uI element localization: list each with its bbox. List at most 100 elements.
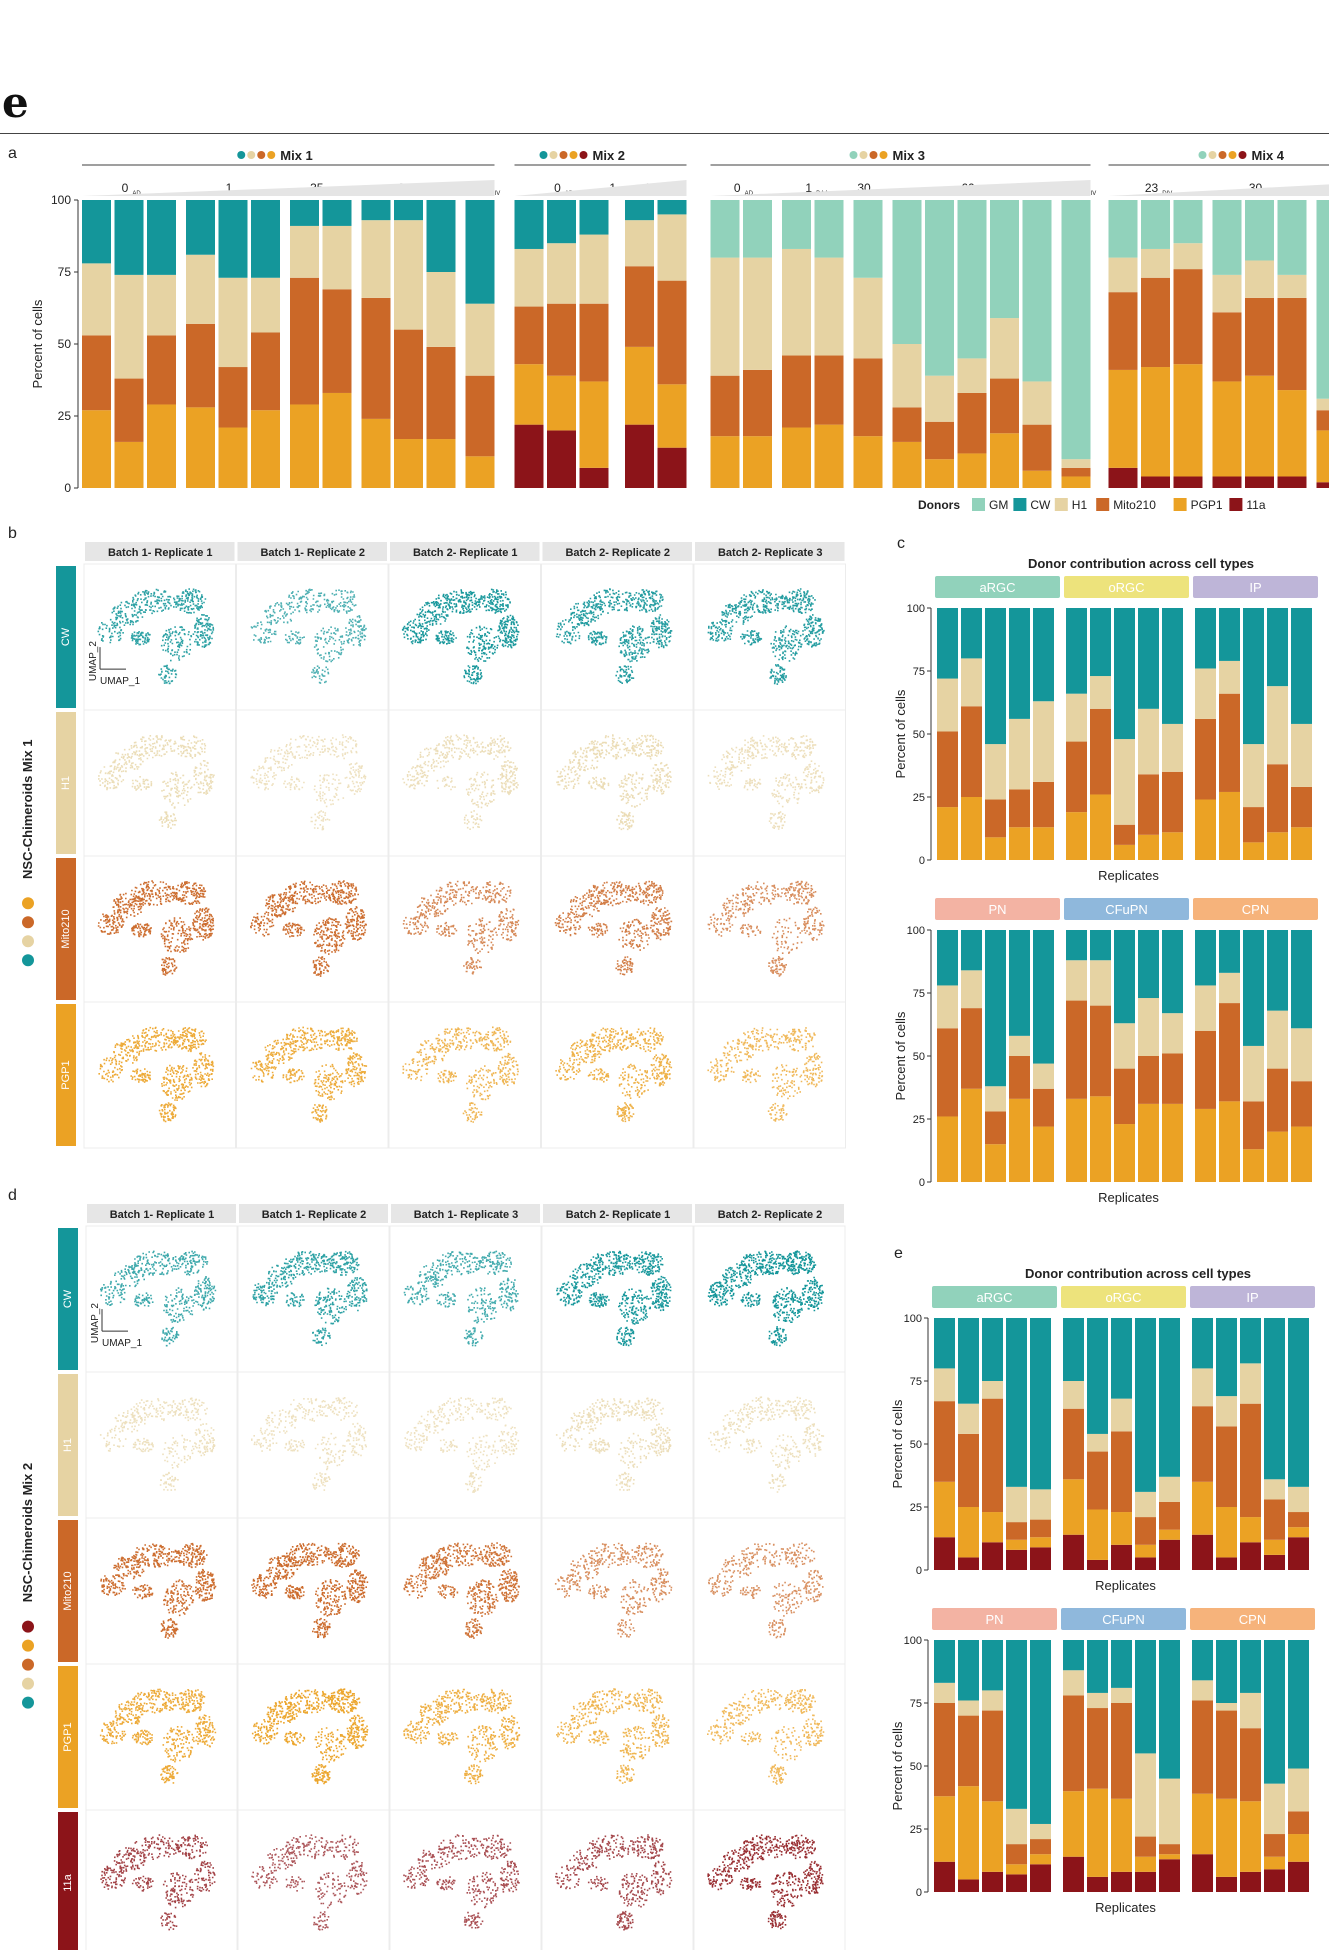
panel-c-facet-name: PN xyxy=(988,902,1006,917)
panel-a-bar-H1 xyxy=(1108,257,1138,293)
panel-e-bar-H1 xyxy=(1063,1381,1084,1409)
umap-umap_b-scatter xyxy=(402,1026,519,1123)
panel-a-bar-PGP1 xyxy=(579,381,609,468)
panel-e-bar-Mito210 xyxy=(958,1715,979,1787)
panel-c-bar-H1 xyxy=(1291,723,1312,787)
panel-e-bar-PGP1 xyxy=(1192,1793,1213,1855)
panel-e-bar-Mito210 xyxy=(1063,1695,1084,1792)
panel-a-bar-PGP1 xyxy=(892,441,922,488)
panel-a-bar-Mito210 xyxy=(1277,297,1307,391)
panel-a-bar-PGP1 xyxy=(218,427,248,488)
umap-umap_b-cell xyxy=(693,563,846,711)
panel-a-mix-dot-11a xyxy=(579,151,588,159)
panel-c-ytick-label: 50 xyxy=(913,729,925,741)
panel-a-bar-H1 xyxy=(290,225,319,278)
panel-c-bar-H1 xyxy=(1090,676,1111,709)
panel-c-bar-PGP1 xyxy=(1243,842,1264,860)
panel-a-mix-name: Mix 2 xyxy=(593,148,626,163)
umap-umap_d-cell xyxy=(541,1663,694,1811)
panel-e-ytick-label: 50 xyxy=(910,1439,922,1451)
panel-e-bar-CW xyxy=(958,1640,979,1701)
umap-umap_b-scatter xyxy=(555,588,673,684)
panel-c-bar-CW xyxy=(937,930,958,986)
panel-a-bar-H1 xyxy=(1245,260,1274,298)
umap-umap_d-cell xyxy=(693,1809,846,1950)
panel-e-bar-PGP1 xyxy=(1264,1539,1285,1555)
panel-e-bar-H1 xyxy=(1216,1703,1237,1711)
panel-c-bar-PGP1 xyxy=(1090,794,1111,860)
panel-a-mix-name: Mix 1 xyxy=(280,148,313,163)
panel-c-bar-CW xyxy=(1138,930,1159,999)
panel-c-label: c xyxy=(897,535,905,552)
panel-e-bar-CW xyxy=(934,1640,955,1683)
panel-e-bar-Mito210 xyxy=(1192,1700,1213,1794)
legend-swatch-GM xyxy=(972,498,985,511)
panel-c-bar-H1 xyxy=(1114,1023,1135,1069)
panel-e-bar-CW xyxy=(1264,1640,1285,1784)
panel-c-ytick-label: 75 xyxy=(913,988,925,1000)
umap-umap_b-col-header-bg xyxy=(237,542,387,561)
panel-e: e Donor contribution across cell types 0 25… xyxy=(890,1245,1315,1915)
panel-a-bar-GM xyxy=(1245,200,1274,261)
panel-c-bar-PGP1 xyxy=(1291,827,1312,860)
panel-c-bar-CW xyxy=(1243,930,1264,1046)
umap-umap_d-axis-y-label: UMAP_2 xyxy=(90,1303,101,1343)
panel-e-bar-CW xyxy=(934,1318,955,1369)
panel-e-bar-11a xyxy=(1288,1861,1309,1892)
panel-a-bar-H1 xyxy=(1173,243,1203,270)
panel-e-bar-Mito210 xyxy=(1159,1844,1180,1855)
panel-c-bar-Mito210 xyxy=(937,731,958,808)
panel-a-bar-PGP1 xyxy=(990,433,1019,488)
panel-c-bar-H1 xyxy=(1267,1010,1288,1069)
umap-umap_b-side-dot-Mito210 xyxy=(22,916,34,929)
panel-e-bar-PGP1 xyxy=(1006,1864,1027,1875)
panel-c-bar-Mito210 xyxy=(1162,771,1183,833)
panel-c-bar-H1 xyxy=(1195,668,1216,719)
umap-umap_b-col-header: Batch 1- Replicate 1 xyxy=(108,547,213,559)
umap-umap_b-cell xyxy=(388,563,541,711)
panel-e-bar-PGP1 xyxy=(1240,1517,1261,1543)
panel-a-bar-Mito210 xyxy=(579,303,609,382)
panel-a-bar-Mito210 xyxy=(1316,410,1329,431)
panel-e-bar-11a xyxy=(1087,1559,1108,1570)
panel-e-facet-strip xyxy=(1190,1286,1315,1308)
umap-umap_d-col-header: Batch 1- Replicate 3 xyxy=(414,1209,519,1221)
panel-e-bar-CW xyxy=(1087,1318,1108,1434)
umap-umap_d-row-strip-11a xyxy=(58,1812,78,1950)
umap-umap_d-scatter xyxy=(403,1250,519,1347)
panel-a-bar-Mito210 xyxy=(394,329,423,440)
umap-umap_d-scatter xyxy=(251,1834,368,1931)
panel-e-facet-strip xyxy=(1190,1608,1315,1630)
panel-e-ytick-label: 25 xyxy=(910,1824,922,1836)
panel-a-bar-PGP1 xyxy=(547,375,576,431)
panel-c-bar-Mito210 xyxy=(1267,764,1288,833)
panel-c-facet-strip xyxy=(1064,576,1189,598)
panel-a-bar-11a xyxy=(1316,482,1329,488)
panel-c-ytick-label: 25 xyxy=(913,1114,925,1126)
panel-c-bar-CW xyxy=(1219,930,1240,973)
panel-a-bar-Mito210 xyxy=(782,355,811,428)
legend-swatch-Mito210 xyxy=(1096,498,1110,511)
panel-c-bar-CW xyxy=(1090,930,1111,961)
panel-e-bar-H1 xyxy=(1159,1476,1180,1502)
umap-umap_d-col-header: Batch 2- Replicate 2 xyxy=(718,1209,823,1221)
panel-e-bar-PGP1 xyxy=(982,1801,1003,1872)
panel-c-bar-Mito210 xyxy=(1138,774,1159,835)
panel-a-bar-Mito210 xyxy=(657,280,687,385)
panel-a-bar-H1 xyxy=(322,225,352,290)
panel-a-bar-PGP1 xyxy=(426,439,456,488)
panel-c-bar-Mito210 xyxy=(1090,1005,1111,1097)
panel-c-bar-PGP1 xyxy=(985,1144,1006,1182)
panel-e-bar-PGP1 xyxy=(1087,1509,1108,1560)
panel-a-ytick-label: 25 xyxy=(58,409,72,423)
panel-c-bar-H1 xyxy=(985,744,1006,800)
umap-umap_b-scatter xyxy=(402,880,520,975)
panel-a-bar-11a xyxy=(514,424,544,488)
umap-umap_d-scatter xyxy=(99,1688,217,1784)
panel-c-bar-Mito210 xyxy=(961,706,982,797)
panel-a-bar-Mito210 xyxy=(990,378,1019,434)
panel-a-bar-CW xyxy=(657,200,687,215)
panel-e-bar-Mito210 xyxy=(1240,1403,1261,1518)
panel-c-bar-Mito210 xyxy=(1243,807,1264,843)
